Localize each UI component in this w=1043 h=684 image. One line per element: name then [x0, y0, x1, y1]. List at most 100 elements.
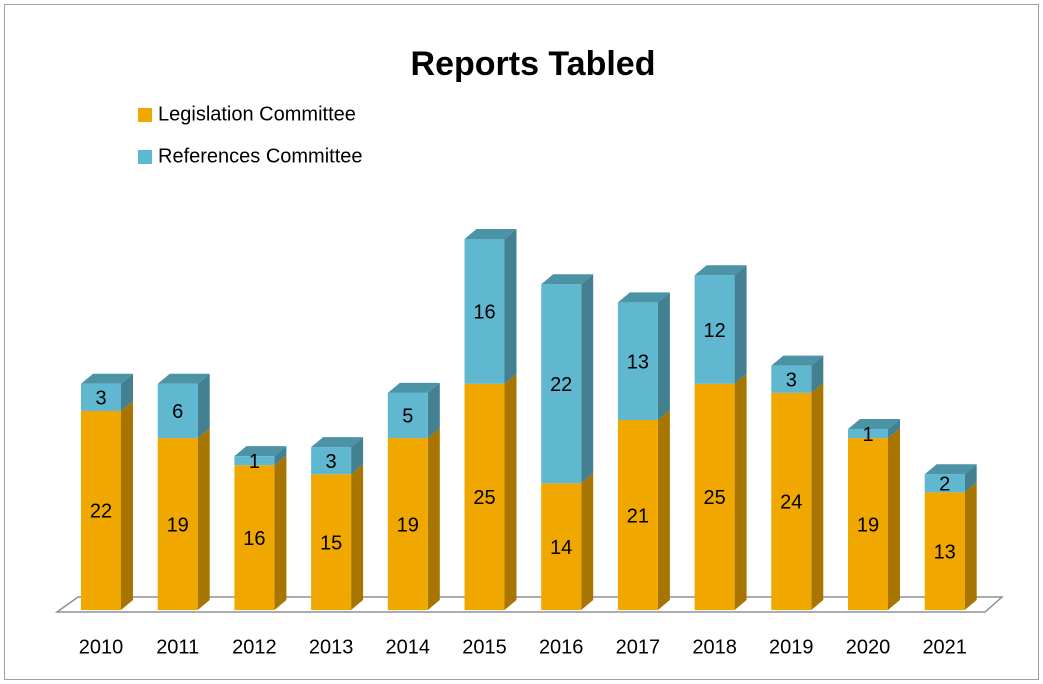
bar-side: [657, 409, 670, 610]
bar-top: [81, 373, 133, 384]
bar: [387, 392, 428, 439]
data-label: 15: [320, 532, 342, 554]
data-label: 1: [249, 451, 260, 473]
x-tick-label: 2019: [769, 636, 814, 658]
bar-top: [924, 464, 977, 475]
bar-top: [617, 292, 670, 303]
bar: [387, 438, 428, 610]
bar: [541, 483, 582, 610]
bar: [311, 447, 352, 475]
x-tick-label: 2012: [232, 636, 277, 658]
data-label: 16: [243, 528, 265, 550]
bar-top: [234, 446, 287, 457]
floor: [54, 596, 1004, 613]
bar: [694, 383, 735, 610]
x-tick-label: 2014: [386, 636, 431, 658]
bar-side: [734, 265, 747, 384]
bar: [924, 492, 965, 610]
bar: [464, 383, 505, 610]
x-tick-label: 2013: [309, 636, 354, 658]
x-tick-label: 2018: [692, 636, 737, 658]
x-tick-label: 2020: [846, 636, 891, 658]
data-label: 3: [326, 451, 337, 473]
data-label: 19: [167, 514, 189, 536]
bar-side: [274, 446, 287, 466]
bar-side: [657, 292, 670, 420]
x-tick-label: 2011: [156, 636, 199, 658]
bar-side: [888, 428, 900, 610]
data-label: 25: [703, 487, 725, 509]
data-label: 22: [90, 501, 112, 523]
data-label: 1: [862, 424, 873, 446]
bar-side: [427, 428, 440, 610]
bar-side: [581, 274, 594, 484]
bar-side: [121, 400, 133, 610]
bar-top: [541, 274, 594, 285]
x-tick-label: 2015: [462, 636, 507, 658]
bar: [848, 438, 888, 610]
bar: [617, 302, 658, 420]
bar: [311, 474, 352, 610]
data-label: 13: [627, 351, 649, 373]
data-label: 2: [939, 474, 950, 496]
bar-side: [427, 382, 440, 439]
data-label: 22: [550, 374, 572, 396]
bar: [81, 410, 121, 610]
bar: [771, 392, 812, 610]
bar: [234, 456, 275, 466]
bar: [464, 239, 505, 384]
bar: [541, 284, 582, 484]
bar-side: [351, 464, 364, 610]
data-label: 19: [397, 514, 419, 536]
bar-side: [197, 373, 210, 439]
bar-side: [964, 464, 977, 493]
bar-side: [121, 373, 133, 411]
bar-side: [964, 482, 977, 610]
bar: [694, 275, 735, 384]
legend-swatch: [138, 108, 152, 122]
bar: [771, 365, 812, 393]
legend-label: References Committee: [158, 145, 363, 167]
bar-top: [387, 382, 440, 393]
bar: [924, 474, 965, 493]
bar: [848, 429, 888, 439]
bar-side: [504, 229, 517, 384]
bar-top: [694, 265, 747, 276]
x-tick-label: 2016: [539, 636, 584, 658]
data-label: 5: [402, 406, 413, 428]
chart-title: Reports Tabled: [411, 45, 656, 83]
data-label: 24: [780, 492, 802, 514]
bar: [157, 383, 198, 439]
data-label: 3: [95, 388, 106, 410]
bar-side: [504, 373, 517, 610]
data-label: 25: [473, 487, 495, 509]
bar-top: [848, 419, 900, 430]
bar: [617, 419, 658, 610]
bar-side: [888, 419, 900, 439]
bar-side: [734, 373, 747, 610]
bar: [81, 383, 121, 411]
bar-side: [811, 355, 824, 393]
data-label: 14: [550, 537, 572, 559]
bar: [157, 438, 198, 610]
bar-top: [311, 437, 364, 448]
bar-side: [811, 382, 824, 610]
bar-side: [581, 473, 594, 610]
data-label: 19: [857, 514, 879, 536]
x-tick-label: 2021: [922, 636, 967, 658]
data-label: 16: [473, 302, 495, 324]
data-label: 6: [172, 401, 183, 423]
data-label: 21: [627, 505, 649, 527]
bar-side: [274, 455, 287, 610]
data-label: 3: [786, 370, 797, 392]
bar-side: [351, 437, 364, 475]
bar-top: [157, 373, 210, 384]
bar-side: [197, 428, 210, 610]
bar-top: [771, 355, 824, 366]
x-tick-label: 2017: [616, 636, 661, 658]
bar: [234, 465, 275, 610]
data-label: 13: [934, 541, 956, 563]
legend-label: Legislation Committee: [158, 103, 356, 125]
